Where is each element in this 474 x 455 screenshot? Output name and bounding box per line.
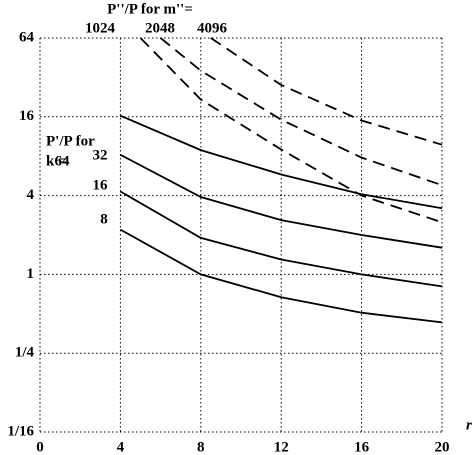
x-tick-label: 16 [354,439,370,455]
k-header: k = [46,153,67,169]
series-label: 1024 [85,20,116,36]
y-tick-label: 16 [19,108,35,124]
x-tick-label: 0 [36,439,44,455]
y-tick-label: 1/16 [7,423,34,439]
curve [120,114,443,210]
x-tick-label: 12 [274,439,289,455]
curve [119,190,443,288]
curve [119,228,443,324]
y-tick-label: 1/4 [15,345,35,361]
series-label: 64 [55,153,71,169]
curve [119,154,443,249]
curve [160,37,443,187]
x-tick-label: 8 [197,439,205,455]
x-axis-label: r [466,417,472,433]
series-label: 16 [93,177,109,193]
x-tick-label: 20 [435,439,450,455]
k-header: P'/P for [46,133,95,149]
series-label: 2048 [145,20,175,36]
y-tick-label: 1 [27,266,35,282]
x-tick-label: 4 [117,439,125,455]
curve [139,37,443,224]
y-tick-label: 64 [19,29,35,45]
series-label: 4096 [197,20,228,36]
series-label: 32 [93,147,108,163]
series-label: 8 [100,211,108,227]
y-tick-label: 4 [27,187,35,203]
m-header: P''/P for m''= [107,1,193,17]
curve [210,37,443,146]
